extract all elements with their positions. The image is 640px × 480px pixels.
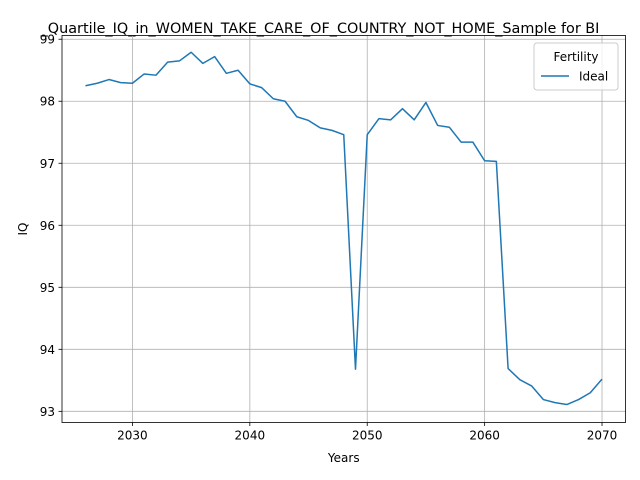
grid-lines: [62, 35, 626, 423]
legend-title: Fertility: [553, 50, 598, 64]
series-lines: [85, 51, 603, 406]
legend: Fertility Ideal: [533, 42, 619, 91]
legend-entry-ideal: Ideal: [579, 70, 608, 84]
y-axis-label: IQ: [16, 223, 30, 236]
x-tick-label: 2030: [117, 429, 148, 443]
series-line-ideal: [85, 51, 603, 406]
y-tick-label: 96: [40, 219, 55, 233]
legend-box: [533, 42, 619, 91]
y-tick-label: 94: [40, 343, 55, 357]
y-tick-label: 95: [40, 281, 55, 295]
plot-frame: [61, 35, 626, 423]
x-axis-label: Years: [327, 451, 360, 465]
x-axis-ticks: 2030 2040 2050 2060 2070: [117, 422, 618, 443]
x-tick-label: 2040: [235, 429, 266, 443]
x-tick-label: 2050: [352, 429, 383, 443]
x-tick-label: 2070: [587, 429, 618, 443]
y-tick-label: 98: [40, 95, 55, 109]
y-axis-ticks: 93 94 95 96 97 98 99: [40, 33, 62, 419]
y-tick-label: 93: [40, 405, 55, 419]
y-tick-label: 99: [40, 33, 55, 47]
y-tick-label: 97: [40, 157, 55, 171]
x-tick-label: 2060: [469, 429, 500, 443]
chart-title: _Quartile_IQ_in_WOMEN_TAKE_CARE_OF_COUNT…: [40, 21, 600, 37]
